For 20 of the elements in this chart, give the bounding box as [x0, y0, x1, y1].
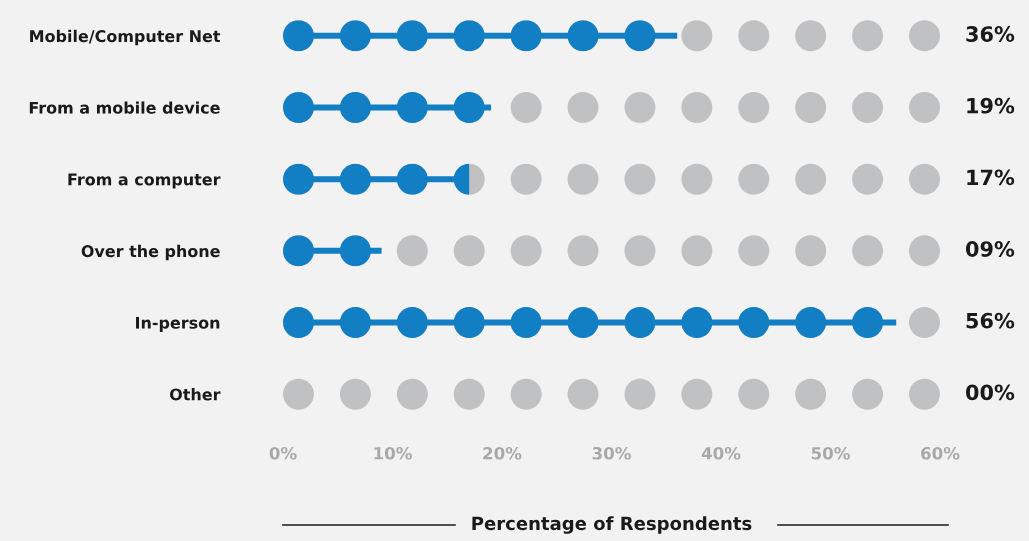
y-tick-label: Over the phone [81, 244, 220, 261]
x-axis-title: Percentage of Respondents [472, 516, 752, 534]
x-tick-label: 50% [811, 446, 850, 460]
data-label: 17% [967, 169, 1015, 186]
y-tick-label: From a mobile device [29, 101, 220, 114]
data-label: 09% [966, 241, 1015, 257]
data-label: 36% [966, 26, 1015, 42]
data-label: 19% [967, 97, 1015, 114]
x-tick-label: 10% [374, 446, 412, 460]
data-label: 00% [966, 384, 1015, 401]
x-tick-label: 30% [592, 446, 631, 460]
x-tick-label: 40% [701, 446, 741, 460]
y-tick-label: Other [170, 388, 221, 401]
x-tick-label: 60% [921, 446, 960, 460]
x-tick-label: 0% [269, 446, 297, 460]
y-tick-label: In-person [136, 316, 220, 332]
x-tick-label: 20% [483, 446, 522, 460]
y-tick-label: From a computer [68, 173, 221, 189]
data-label: 56% [966, 312, 1015, 329]
y-tick-label: Mobile/Computer Net [30, 29, 221, 46]
